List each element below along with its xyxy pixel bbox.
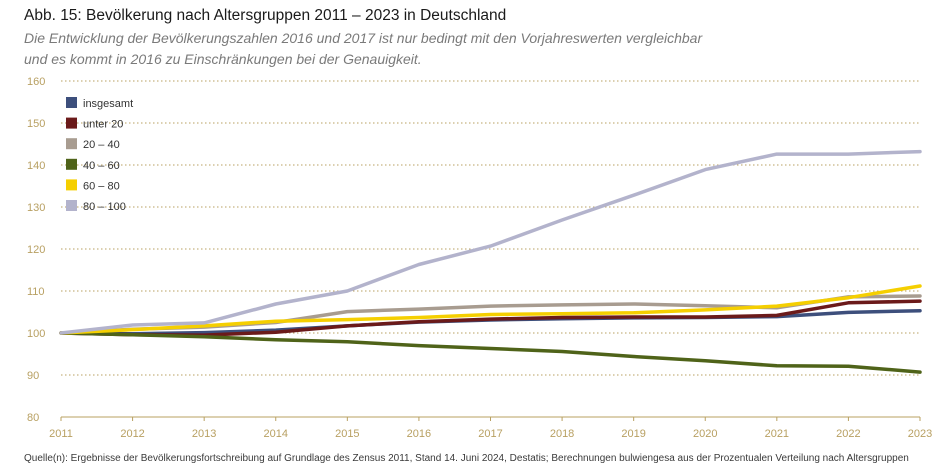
y-tick-label: 120: [27, 244, 45, 256]
y-tick-label: 80: [27, 412, 39, 424]
y-tick-label: 130: [27, 202, 45, 214]
legend-label: insgesamt: [83, 98, 133, 110]
x-tick-label: 2013: [192, 428, 216, 440]
y-tick-label: 160: [27, 76, 45, 88]
series-line-4: [59, 284, 922, 335]
legend: insgesamt unter 20 20 – 40 40 – 60 60 – 80 80…: [66, 97, 133, 213]
x-tick-label: 2018: [550, 428, 574, 440]
x-tick-label: 2021: [765, 428, 789, 440]
y-tick-label: 140: [27, 160, 45, 172]
y-tick-label: 90: [27, 370, 39, 382]
series-line-3: [59, 331, 922, 374]
legend-label: 80 – 100: [83, 201, 126, 213]
legend-swatch: [66, 158, 77, 170]
legend-label: unter 20: [83, 119, 123, 131]
legend-swatch: [66, 117, 77, 129]
x-tick-label: 2022: [836, 428, 860, 440]
y-tick-label: 110: [27, 286, 45, 298]
source-note: Quelle(n): Ergebnisse der Bevölkerungsfo…: [24, 453, 909, 464]
x-tick-label: 2023: [908, 428, 932, 440]
x-tick-label: 2012: [120, 428, 144, 440]
x-tick-label: 2017: [478, 428, 502, 440]
x-tick-label: 2014: [264, 428, 288, 440]
x-tick-label: 2016: [407, 428, 431, 440]
legend-label: 40 – 60: [83, 160, 120, 172]
series-line-5: [59, 149, 922, 335]
legend-swatch: [66, 200, 77, 211]
y-tick-label: 150: [27, 118, 45, 130]
legend-label: 20 – 40: [83, 139, 120, 151]
chart-title: Abb. 15: Bevölkerung nach Altersgruppen …: [24, 7, 507, 24]
legend-swatch: [66, 179, 77, 191]
legend-label: 60 – 80: [83, 180, 120, 192]
axes: 80 90 100 110 120 130 140 150 160 2011 2012 2013 201…: [27, 76, 932, 440]
series-lines: [59, 149, 922, 374]
y-tick-label: 100: [27, 328, 45, 340]
legend-swatch: [66, 138, 77, 150]
gridlines: [61, 80, 920, 376]
chart-subtitle: Die Entwicklung der Bevölkerungszahlen 2…: [24, 30, 703, 67]
x-tick-label: 2015: [335, 428, 359, 440]
x-tick-label: 2020: [693, 428, 717, 440]
legend-swatch: [66, 97, 77, 108]
x-tick-label: 2019: [621, 428, 645, 440]
x-tick-label: 2011: [49, 428, 73, 440]
